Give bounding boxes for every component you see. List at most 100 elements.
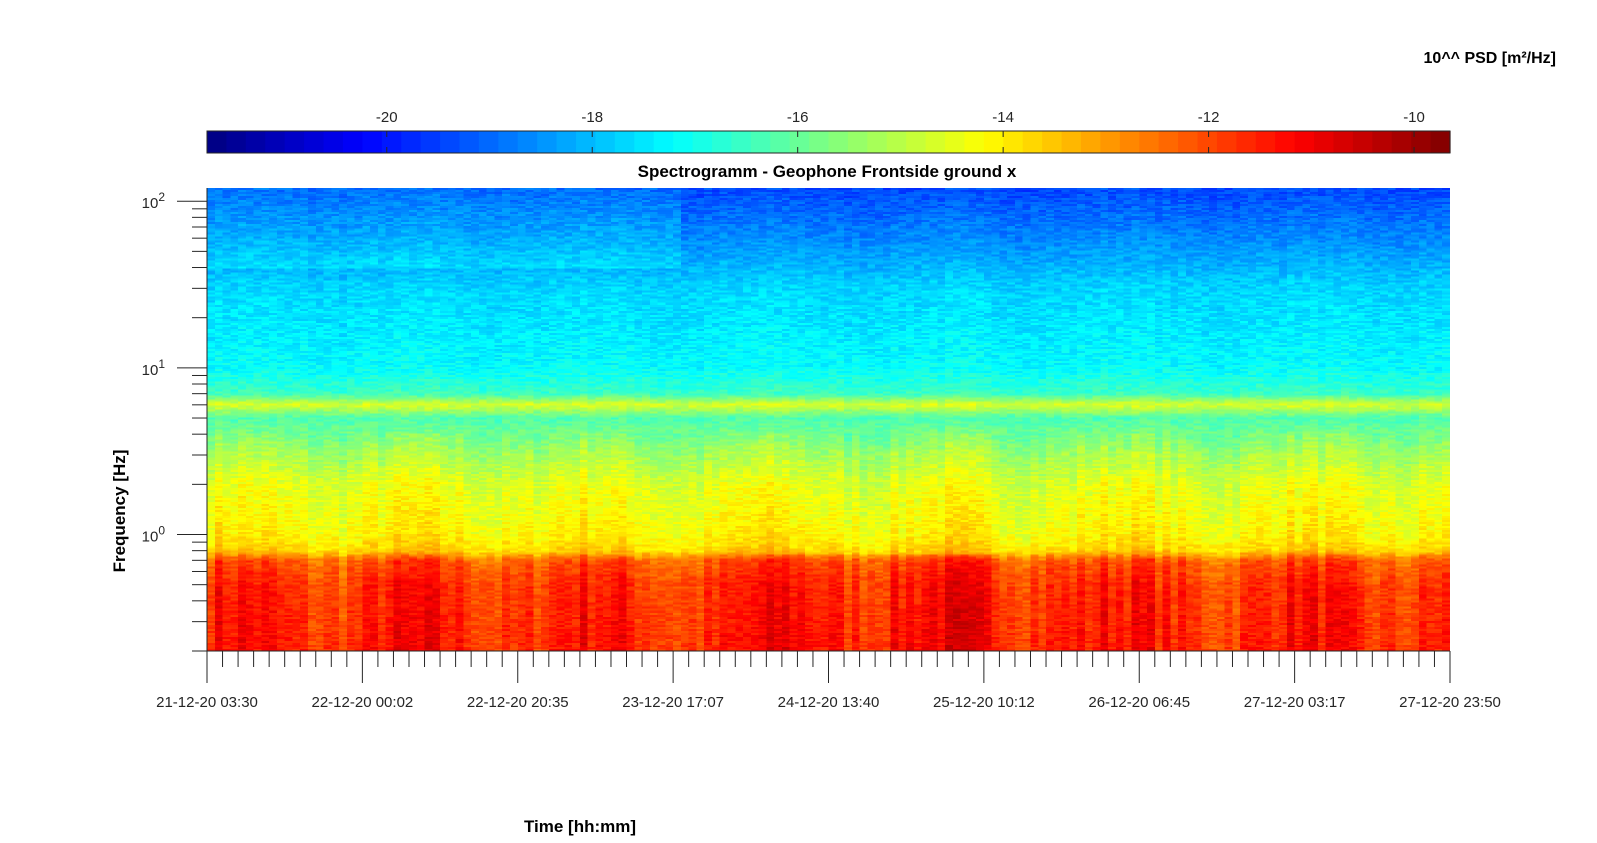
colorbar-segment (420, 131, 441, 153)
colorbar-segment (284, 131, 305, 153)
colorbar-segment (323, 131, 344, 153)
x-axis-label: Time [hh:mm] (524, 817, 636, 836)
x-tick-label: 25-12-20 10:12 (933, 694, 1035, 711)
colorbar-segment (1080, 131, 1101, 153)
colorbar-segment (770, 131, 791, 153)
colorbar-segment (1294, 131, 1315, 153)
colorbar-segment (1411, 131, 1432, 153)
colorbar-segment (886, 131, 907, 153)
colorbar-segment (459, 131, 480, 153)
colorbar-segment (1236, 131, 1257, 153)
heatmap-image (207, 188, 1450, 651)
colorbar-segment (828, 131, 849, 153)
y-axis-label: Frequency [Hz] (110, 450, 129, 573)
y-tick-label: 102 (142, 190, 166, 212)
colorbar-segment (576, 131, 597, 153)
colorbar-segment (1255, 131, 1276, 153)
colorbar-segment (1391, 131, 1412, 153)
colorbar-segment (634, 131, 655, 153)
colorbar-segment (1022, 131, 1043, 153)
colorbar-segment (304, 131, 325, 153)
colorbar-segment (381, 131, 402, 153)
y-tick-base: 10 (142, 195, 159, 212)
colorbar-segment (692, 131, 713, 153)
x-tick-label: 26-12-20 06:45 (1088, 694, 1190, 711)
colorbar-segment (789, 131, 810, 153)
colorbar-segment (809, 131, 830, 153)
colorbar-segment (1100, 131, 1121, 153)
y-tick-exponent: 2 (158, 190, 165, 204)
colorbar-segment (478, 131, 499, 153)
colorbar-segment (556, 131, 577, 153)
colorbar-tick-label: -16 (787, 109, 809, 126)
colorbar-segment (1003, 131, 1024, 153)
x-tick-label: 22-12-20 00:02 (312, 694, 414, 711)
y-tick-label: 101 (142, 357, 166, 379)
colorbar-segment (673, 131, 694, 153)
colorbar-segment (750, 131, 771, 153)
colorbar-segment (1061, 131, 1082, 153)
colorbar-segment (867, 131, 888, 153)
x-tick-label: 27-12-20 03:17 (1244, 694, 1346, 711)
x-axis: 21-12-20 03:30 22-12-20 00:02 22-12-20 20:… (156, 650, 1501, 711)
colorbar-segment (245, 131, 266, 153)
colorbar-segment (1352, 131, 1373, 153)
colorbar-segment (517, 131, 538, 153)
y-tick-exponent: 1 (158, 357, 165, 371)
colorbar-segment (925, 131, 946, 153)
colorbar-segment (847, 131, 868, 153)
colorbar-segment (1275, 131, 1296, 153)
colorbar-segment (1430, 131, 1451, 153)
colorbar-frame (206, 130, 1451, 154)
colorbar-segment (342, 131, 363, 153)
colorbar-tick-label: -12 (1198, 109, 1220, 126)
y-tick-label: 100 (142, 524, 166, 546)
colorbar-segment (226, 131, 247, 153)
colorbar-tick-label: -14 (992, 109, 1014, 126)
colorbar-segment (731, 131, 752, 153)
x-tick-label: 24-12-20 13:40 (778, 694, 880, 711)
heatmap-plot-area (207, 188, 1450, 651)
colorbar-segment (711, 131, 732, 153)
colorbar-tick-label: -20 (376, 109, 398, 126)
chart-title: Spectrogramm - Geophone Frontside ground… (638, 162, 1017, 181)
x-tick-label: 27-12-20 23:50 (1399, 694, 1501, 711)
colorbar-segment (906, 131, 927, 153)
colorbar (206, 130, 1451, 154)
colorbar-segment (401, 131, 422, 153)
y-tick-base: 10 (142, 529, 159, 546)
colorbar-segment (207, 131, 228, 153)
x-tick-label: 22-12-20 20:35 (467, 694, 569, 711)
colorbar-segment (1197, 131, 1218, 153)
colorbar-segment (1178, 131, 1199, 153)
colorbar-segment (537, 131, 558, 153)
colorbar-tick-label: -10 (1403, 109, 1425, 126)
colorbar-segment (1216, 131, 1237, 153)
colorbar-segment (265, 131, 286, 153)
x-tick-label: 23-12-20 17:07 (622, 694, 724, 711)
colorbar-segment (595, 131, 616, 153)
colorbar-segment (614, 131, 635, 153)
colorbar-segment (653, 131, 674, 153)
colorbar-segment (1139, 131, 1160, 153)
colorbar-segment (1042, 131, 1063, 153)
colorbar-segment (498, 131, 519, 153)
colorbar-segment (1372, 131, 1393, 153)
colorbar-segment (983, 131, 1004, 153)
colorbar-segment (1314, 131, 1335, 153)
y-tick-exponent: 0 (158, 524, 165, 538)
colorbar-segment (440, 131, 461, 153)
colorbar-segment (964, 131, 985, 153)
colorbar-label: 10^^ PSD [m²/Hz] (1424, 50, 1556, 67)
x-tick-label: 21-12-20 03:30 (156, 694, 258, 711)
colorbar-segment (1333, 131, 1354, 153)
colorbar-segment (362, 131, 383, 153)
colorbar-segment (1119, 131, 1140, 153)
colorbar-segment (945, 131, 966, 153)
colorbar-segment (1158, 131, 1179, 153)
y-tick-base: 10 (142, 362, 159, 379)
colorbar-tick-label: -18 (581, 109, 603, 126)
colorbar-ticks: -20 -18 -16 -14 -12 -10 (376, 109, 1425, 153)
